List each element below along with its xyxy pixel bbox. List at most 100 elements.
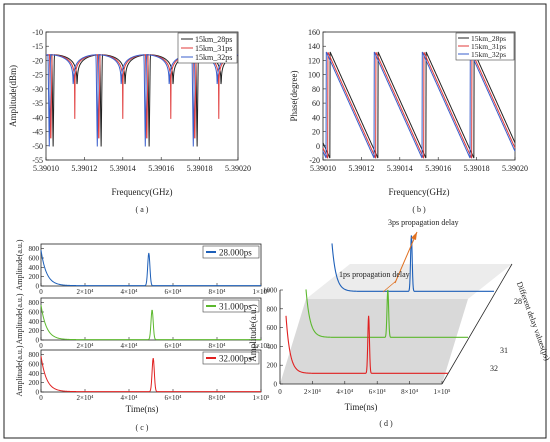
- annotation-1ps: 1ps propagation delay: [339, 270, 410, 279]
- panel-a-amplitude-chart: 5.39010 5.39012 5.39014 5.39016 5.39018 5.390…: [8, 28, 251, 214]
- panel-b-ticks: 5.39010 5.39012 5.39014 5.39016 5.39018 5.390…: [308, 28, 528, 173]
- x-tick-label: 0: [39, 342, 43, 350]
- figure-frame: [3, 3, 547, 439]
- y-tick-label: 600: [29, 255, 40, 263]
- y-tick-label: 120: [308, 56, 320, 65]
- x-tick-label: 8×10⁴: [209, 342, 226, 350]
- panel-d-depth-axis: [441, 263, 513, 385]
- y-tick-label: 0: [274, 381, 278, 389]
- y-tick-label: 0: [36, 283, 40, 291]
- x-tick-label: 8×10⁴: [209, 288, 226, 296]
- subplot-ylabel: Amplitude(a.u.): [15, 239, 24, 290]
- panel-a-legend: 15km_28ps 15km_31ps 15km_32ps: [177, 32, 238, 64]
- panel-a-ylabel: Amplitude(dBm): [8, 65, 18, 127]
- subplot-frame: [40, 297, 262, 341]
- legend-label-28ps: 15km_28ps: [195, 35, 232, 44]
- x-tick-label: 0: [39, 394, 43, 402]
- z-tick-label: 28: [514, 297, 522, 306]
- panel-b-curves: [322, 51, 516, 159]
- y-tick-label: -35: [32, 99, 43, 108]
- annotation-3ps: 3ps propagation delay: [388, 218, 459, 227]
- y-tick-label: 800: [29, 299, 40, 307]
- y-tick-label: -45: [32, 128, 43, 137]
- x-tick-label: 1×10⁵: [253, 288, 270, 296]
- x-tick-label: 5.39016: [425, 164, 451, 173]
- trace-32ps: [285, 315, 448, 374]
- x-tick-label: 0: [39, 288, 43, 296]
- x-tick-label: 4×10⁴: [121, 342, 138, 350]
- x-tick-label: 2×10⁴: [77, 288, 94, 296]
- y-tick-label: 200: [29, 379, 40, 387]
- series-curve-15km_32ps: [322, 51, 516, 159]
- panel-d-back-floor: [306, 264, 512, 299]
- x-tick-label: 5.39020: [225, 164, 251, 173]
- x-tick-label: 4×10⁴: [121, 394, 138, 402]
- y-tick-label: 200: [29, 327, 40, 335]
- y-tick-label: -55: [32, 156, 43, 165]
- x-tick-label: 6×10⁴: [165, 288, 182, 296]
- legend-label-32ps: 15km_32ps: [471, 50, 506, 59]
- panel-b-phase-chart: 5.39010 5.39012 5.39014 5.39016 5.39018 5.390…: [289, 28, 528, 214]
- y-tick-label: -15: [32, 42, 43, 51]
- y-tick-label: 800: [29, 351, 40, 359]
- y-tick-label: 200: [267, 362, 278, 370]
- legend-label-32ps: 15km_32ps: [195, 53, 232, 62]
- panel-a-ticks: 5.39010 5.39012 5.39014 5.39016 5.39018 5.390…: [32, 28, 251, 173]
- y-tick-label: 600: [29, 361, 40, 369]
- x-tick-label: 5.39014: [387, 164, 413, 173]
- subplot-frame: [40, 349, 262, 393]
- y-tick-label: 1000: [263, 287, 278, 295]
- x-tick-label: 2×10⁴: [304, 388, 321, 396]
- x-tick-label: 5.39010: [310, 164, 336, 173]
- panel-b-ylabel: Phase(degree): [289, 71, 299, 122]
- y-tick-label: 200: [29, 273, 40, 281]
- y-tick-label: -30: [32, 85, 43, 94]
- x-tick-label: 4×10⁴: [121, 288, 138, 296]
- x-tick-label: 6×10⁴: [165, 394, 182, 402]
- y-tick-label: 800: [29, 245, 40, 253]
- panel-c-xlabel: Time(ns): [126, 404, 159, 414]
- legend-label-31ps: 15km_31ps: [195, 44, 232, 53]
- panel-a-caption: ( a ): [136, 205, 149, 214]
- x-tick-label: 5.39010: [33, 164, 59, 173]
- trace-28ps: [331, 235, 494, 292]
- y-tick-label: 400: [267, 343, 278, 351]
- y-tick-label: -10: [32, 28, 43, 37]
- panel-b-plot-frame: [322, 31, 516, 161]
- trace-31ps: [305, 289, 468, 338]
- subplot-legend-box: [202, 299, 260, 313]
- panel-a-plot-frame: [45, 31, 239, 161]
- y-tick-label: 800: [267, 305, 278, 313]
- panel-d-annotations: 3ps propagation delay 1ps propagation de…: [339, 218, 459, 293]
- subplot-ylabel: Amplitude(a.u.): [15, 293, 24, 344]
- series-curve-15km_28ps: [322, 51, 516, 159]
- subplot-frame: [40, 243, 262, 287]
- x-tick-label: 5.39012: [348, 164, 374, 173]
- y-tick-label: 100: [308, 71, 320, 80]
- subplot-legend-label: 28.000ps: [219, 248, 252, 258]
- y-tick-label: 600: [29, 309, 40, 317]
- series-curve-15km_31ps: [322, 52, 516, 159]
- panel-b-caption: ( b ): [412, 205, 426, 214]
- x-tick-label: 2×10⁴: [77, 342, 94, 350]
- x-tick-label: 5.39016: [148, 164, 174, 173]
- y-tick-label: 60: [312, 99, 320, 108]
- subplot-legend-label: 32.000ps: [219, 354, 252, 364]
- x-tick-label: 5.39018: [464, 164, 490, 173]
- y-tick-label: 40: [312, 113, 320, 122]
- panel-d-ticks: 0 2×10⁴ 4×10⁴ 6×10⁴ 8×10⁴ 1×10⁵ 0 200 400 600 800 1…: [263, 287, 522, 397]
- panel-d-ylabel: Amplitude(a.u.): [248, 304, 258, 362]
- trace-32.000ps: [40, 356, 261, 393]
- y-tick-label: 0: [36, 389, 40, 397]
- y-tick-label: -20: [309, 156, 320, 165]
- subplot-legend-box: [202, 351, 260, 365]
- x-tick-label: 1×10⁵: [253, 342, 270, 350]
- x-tick-label: 5.39018: [187, 164, 213, 173]
- y-tick-label: -25: [32, 71, 43, 80]
- delay-arrowhead-3ps: [411, 232, 417, 240]
